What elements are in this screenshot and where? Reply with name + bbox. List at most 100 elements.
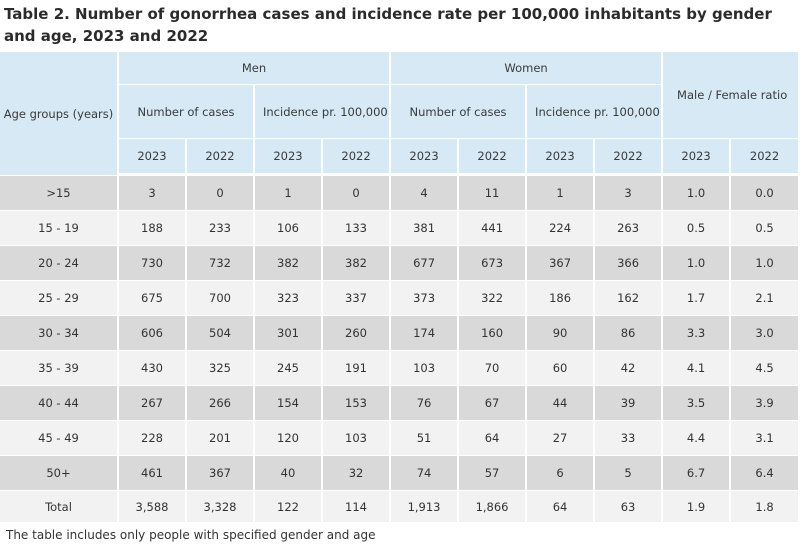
value-cell: 11 — [459, 176, 526, 211]
value-cell: 382 — [255, 246, 321, 281]
ratio-cell: 1.9 — [663, 491, 730, 523]
ratio-cell: 1.0 — [663, 246, 730, 281]
header-men-incidence: Incidence pr. 100,000 residents — [255, 85, 390, 139]
value-cell: 373 — [391, 281, 458, 316]
age-group-cell: Total — [0, 491, 117, 523]
ratio-cell: 4.5 — [731, 351, 799, 386]
gonorrhea-table: Age groups (years) Men Women Male / Fema… — [0, 52, 800, 523]
header-year: 2023 — [663, 139, 730, 176]
value-cell: 730 — [119, 246, 185, 281]
value-cell: 3,588 — [119, 491, 185, 523]
value-cell: 154 — [255, 386, 321, 421]
value-cell: 201 — [187, 421, 253, 456]
value-cell: 67 — [459, 386, 526, 421]
value-cell: 1,913 — [391, 491, 458, 523]
value-cell: 188 — [119, 211, 185, 246]
ratio-cell: 1.8 — [731, 491, 799, 523]
age-group-cell: 50+ — [0, 456, 117, 491]
table-title: Table 2. Number of gonorrhea cases and i… — [4, 5, 772, 45]
value-cell: 86 — [595, 316, 662, 351]
value-cell: 325 — [187, 351, 253, 386]
header-year: 2023 — [527, 139, 594, 176]
value-cell: 103 — [391, 351, 458, 386]
value-cell: 44 — [527, 386, 594, 421]
value-cell: 57 — [459, 456, 526, 491]
value-cell: 263 — [595, 211, 662, 246]
ratio-cell: 0.5 — [731, 211, 799, 246]
ratio-cell: 6.4 — [731, 456, 799, 491]
value-cell: 106 — [255, 211, 321, 246]
header-year: 2023 — [119, 139, 185, 176]
ratio-cell: 3.3 — [663, 316, 730, 351]
table-row: 15 - 19 188 233 106 133 381 441 224 263 0.5 0.5 — [0, 211, 799, 246]
value-cell: 266 — [187, 386, 253, 421]
table-row-total: Total 3,588 3,328 122 114 1,913 1,866 64 63 1.9 1.… — [0, 491, 799, 523]
value-cell: 64 — [527, 491, 594, 523]
value-cell: 323 — [255, 281, 321, 316]
value-cell: 6 — [527, 456, 594, 491]
header-women-incidence: Incidence pr. 100,000 residents — [527, 85, 662, 139]
value-cell: 3,328 — [187, 491, 253, 523]
value-cell: 267 — [119, 386, 185, 421]
header-year: 2023 — [391, 139, 458, 176]
ratio-cell: 6.7 — [663, 456, 730, 491]
value-cell: 224 — [527, 211, 594, 246]
value-cell: 133 — [323, 211, 390, 246]
value-cell: 162 — [595, 281, 662, 316]
header-men-cases: Number of cases — [119, 85, 253, 139]
value-cell: 191 — [323, 351, 390, 386]
header-year: 2022 — [459, 139, 526, 176]
footnote: The table includes only people with spec… — [6, 528, 376, 542]
value-cell: 675 — [119, 281, 185, 316]
ratio-cell: 0.0 — [731, 176, 799, 211]
header-year: 2022 — [731, 139, 799, 176]
header-age-groups: Age groups (years) — [0, 52, 117, 176]
value-cell: 70 — [459, 351, 526, 386]
age-group-cell: >15 — [0, 176, 117, 211]
value-cell: 120 — [255, 421, 321, 456]
header-women-cases: Number of cases — [391, 85, 526, 139]
value-cell: 153 — [323, 386, 390, 421]
header-year: 2022 — [595, 139, 662, 176]
value-cell: 461 — [119, 456, 185, 491]
value-cell: 74 — [391, 456, 458, 491]
value-cell: 606 — [119, 316, 185, 351]
value-cell: 367 — [527, 246, 594, 281]
value-cell: 366 — [595, 246, 662, 281]
table-header: Age groups (years) Men Women Male / Fema… — [0, 52, 799, 176]
value-cell: 430 — [119, 351, 185, 386]
ratio-cell: 3.9 — [731, 386, 799, 421]
table-row: 45 - 49 228 201 120 103 51 64 27 33 4.4 3.1 — [0, 421, 799, 456]
value-cell: 60 — [527, 351, 594, 386]
value-cell: 33 — [595, 421, 662, 456]
age-group-cell: 20 - 24 — [0, 246, 117, 281]
value-cell: 337 — [323, 281, 390, 316]
value-cell: 40 — [255, 456, 321, 491]
value-cell: 122 — [255, 491, 321, 523]
table-row: >15 3 0 1 0 4 11 1 3 1.0 0.0 — [0, 176, 799, 211]
ratio-cell: 1.0 — [731, 246, 799, 281]
age-group-cell: 30 - 34 — [0, 316, 117, 351]
value-cell: 700 — [187, 281, 253, 316]
value-cell: 245 — [255, 351, 321, 386]
value-cell: 114 — [323, 491, 390, 523]
age-group-cell: 45 - 49 — [0, 421, 117, 456]
value-cell: 367 — [187, 456, 253, 491]
ratio-cell: 4.1 — [663, 351, 730, 386]
value-cell: 3 — [595, 176, 662, 211]
value-cell: 1 — [527, 176, 594, 211]
ratio-cell: 0.5 — [663, 211, 730, 246]
value-cell: 381 — [391, 211, 458, 246]
value-cell: 504 — [187, 316, 253, 351]
ratio-cell: 4.4 — [663, 421, 730, 456]
ratio-cell: 3.5 — [663, 386, 730, 421]
table-row: 50+ 461 367 40 32 74 57 6 5 6.7 6.4 — [0, 456, 799, 491]
value-cell: 3 — [119, 176, 185, 211]
table-row: 25 - 29 675 700 323 337 373 322 186 162 1.7 2.1 — [0, 281, 799, 316]
header-year: 2022 — [187, 139, 253, 176]
value-cell: 64 — [459, 421, 526, 456]
table-row: 35 - 39 430 325 245 191 103 70 60 42 4.1 4.5 — [0, 351, 799, 386]
value-cell: 160 — [459, 316, 526, 351]
value-cell: 732 — [187, 246, 253, 281]
value-cell: 103 — [323, 421, 390, 456]
